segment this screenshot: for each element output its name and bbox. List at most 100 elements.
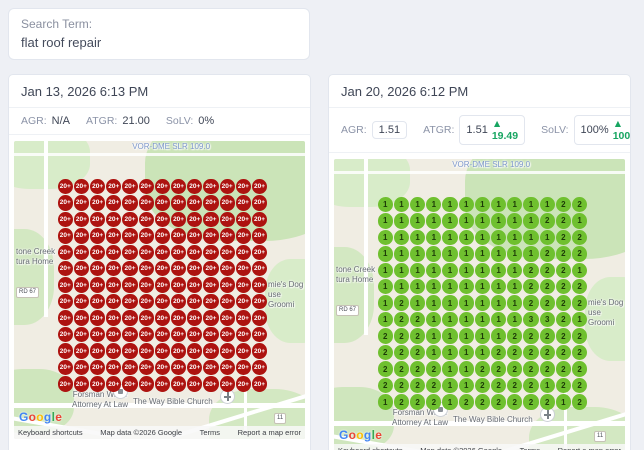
rank-dot[interactable]: 2 xyxy=(571,246,588,262)
rank-dot[interactable]: 1 xyxy=(523,229,539,245)
rank-dot[interactable]: 2 xyxy=(571,278,588,295)
rank-dot[interactable]: 20+ xyxy=(138,244,154,260)
rank-dot[interactable]: 20+ xyxy=(187,293,203,310)
rank-dot[interactable]: 1 xyxy=(442,361,458,377)
rank-dot[interactable]: 1 xyxy=(442,344,458,361)
rank-dot[interactable]: 1 xyxy=(442,328,458,344)
rank-dot[interactable]: 1 xyxy=(426,229,442,245)
rank-dot[interactable]: 20+ xyxy=(122,211,138,227)
rank-dot[interactable]: 20+ xyxy=(122,326,138,343)
rank-dot[interactable]: 20+ xyxy=(251,293,268,310)
rank-dot[interactable]: 2 xyxy=(410,394,426,410)
rank-dot[interactable]: 2 xyxy=(393,311,410,328)
rank-dot[interactable]: 20+ xyxy=(106,326,122,343)
rank-dot[interactable]: 20+ xyxy=(235,343,251,359)
rank-dot[interactable]: 20+ xyxy=(219,277,235,293)
rank-dot[interactable]: 20+ xyxy=(73,260,90,277)
rank-dot[interactable]: 1 xyxy=(442,377,458,394)
rank-dot[interactable]: 20+ xyxy=(235,244,251,260)
rank-dot[interactable]: 1 xyxy=(377,394,393,410)
rank-dot[interactable]: 20+ xyxy=(106,310,122,326)
rank-dot[interactable]: 20+ xyxy=(235,195,251,211)
rank-dot[interactable]: 1 xyxy=(393,246,410,262)
rank-dot[interactable]: 2 xyxy=(555,196,571,213)
rank-dot[interactable]: 1 xyxy=(507,246,523,262)
rank-dot[interactable]: 20+ xyxy=(251,228,268,244)
rank-dot[interactable]: 1 xyxy=(426,344,442,361)
rank-dot[interactable]: 1 xyxy=(523,213,539,229)
rank-dot[interactable]: 20+ xyxy=(73,211,90,227)
rank-dot[interactable]: 1 xyxy=(458,196,474,213)
rank-dot[interactable]: 2 xyxy=(523,278,539,295)
rank-dot[interactable]: 20+ xyxy=(170,260,187,277)
rank-dot[interactable]: 1 xyxy=(523,246,539,262)
google-logo[interactable]: Google xyxy=(339,428,382,442)
rank-dot[interactable]: 20+ xyxy=(203,260,219,277)
rank-dot[interactable]: 1 xyxy=(426,196,442,213)
rank-dot[interactable]: 1 xyxy=(571,262,588,278)
rank-dot[interactable]: 2 xyxy=(490,344,507,361)
rank-dot[interactable]: 1 xyxy=(426,311,442,328)
rank-dot[interactable]: 2 xyxy=(555,213,571,229)
rank-dot[interactable]: 1 xyxy=(458,328,474,344)
rank-dot[interactable]: 20+ xyxy=(187,228,203,244)
rank-dot[interactable]: 20+ xyxy=(73,178,90,195)
rank-dot[interactable]: 20+ xyxy=(219,310,235,326)
rank-dot[interactable]: 2 xyxy=(539,262,555,278)
rank-dot[interactable]: 20+ xyxy=(73,228,90,244)
rank-dot[interactable]: 1 xyxy=(458,377,474,394)
rank-dot[interactable]: 2 xyxy=(507,328,523,344)
rank-dot[interactable]: 20+ xyxy=(90,211,106,227)
rank-dot[interactable]: 2 xyxy=(555,377,571,394)
map-canvas[interactable]: VOR-DME SLR 109.0 tone Creek tura Home mi… xyxy=(334,159,625,450)
rank-dot[interactable]: 1 xyxy=(410,262,426,278)
rank-dot[interactable]: 2 xyxy=(410,311,426,328)
rank-dot[interactable]: 20+ xyxy=(251,277,268,293)
rank-dot[interactable]: 20+ xyxy=(106,195,122,211)
rank-dot[interactable]: 1 xyxy=(426,278,442,295)
rank-dot[interactable]: 20+ xyxy=(73,195,90,211)
rank-dot[interactable]: 2 xyxy=(555,311,571,328)
rank-dot[interactable]: 20+ xyxy=(219,244,235,260)
rank-dot[interactable]: 2 xyxy=(393,295,410,311)
rank-dot[interactable]: 2 xyxy=(507,344,523,361)
rank-dot[interactable]: 20+ xyxy=(138,211,154,227)
rank-dot[interactable]: 1 xyxy=(458,229,474,245)
rank-dot[interactable]: 1 xyxy=(490,196,507,213)
rank-dot[interactable]: 20+ xyxy=(106,343,122,359)
rank-dot[interactable]: 20+ xyxy=(90,326,106,343)
rank-dot[interactable]: 20+ xyxy=(57,195,73,211)
rank-dot[interactable]: 20+ xyxy=(187,343,203,359)
rank-dot[interactable]: 20+ xyxy=(219,326,235,343)
rank-dot[interactable]: 20+ xyxy=(106,376,122,392)
rank-dot[interactable]: 2 xyxy=(393,344,410,361)
rank-dot[interactable]: 1 xyxy=(458,278,474,295)
rank-dot[interactable]: 2 xyxy=(393,328,410,344)
rank-dot[interactable]: 20+ xyxy=(154,359,170,376)
rank-dot[interactable]: 2 xyxy=(539,344,555,361)
rank-dot[interactable]: 2 xyxy=(410,361,426,377)
rank-dot[interactable]: 20+ xyxy=(122,195,138,211)
rank-dot[interactable]: 20+ xyxy=(57,343,73,359)
rank-dot[interactable]: 20+ xyxy=(235,178,251,195)
rank-dot[interactable]: 20+ xyxy=(203,195,219,211)
rank-dot[interactable]: 20+ xyxy=(106,228,122,244)
rank-dot[interactable]: 2 xyxy=(571,377,588,394)
rank-dot[interactable]: 20+ xyxy=(203,326,219,343)
rank-dot[interactable]: 20+ xyxy=(219,228,235,244)
rank-dot[interactable]: 2 xyxy=(490,361,507,377)
rank-dot[interactable]: 20+ xyxy=(73,244,90,260)
map-canvas[interactable]: VOR-DME SLR 109.0 tone Creek tura Home mi… xyxy=(14,141,305,439)
rank-dot[interactable]: 2 xyxy=(555,295,571,311)
rank-dot[interactable]: 1 xyxy=(474,213,490,229)
rank-dot[interactable]: 1 xyxy=(393,262,410,278)
rank-dot[interactable]: 1 xyxy=(474,328,490,344)
rank-dot[interactable]: 20+ xyxy=(154,228,170,244)
rank-dot[interactable]: 1 xyxy=(442,196,458,213)
rank-dot[interactable]: 2 xyxy=(377,344,393,361)
rank-dot[interactable]: 1 xyxy=(442,262,458,278)
rank-dot[interactable]: 1 xyxy=(442,278,458,295)
rank-dot[interactable]: 20+ xyxy=(203,178,219,195)
rank-dot[interactable]: 1 xyxy=(507,229,523,245)
rank-dot[interactable]: 20+ xyxy=(235,359,251,376)
